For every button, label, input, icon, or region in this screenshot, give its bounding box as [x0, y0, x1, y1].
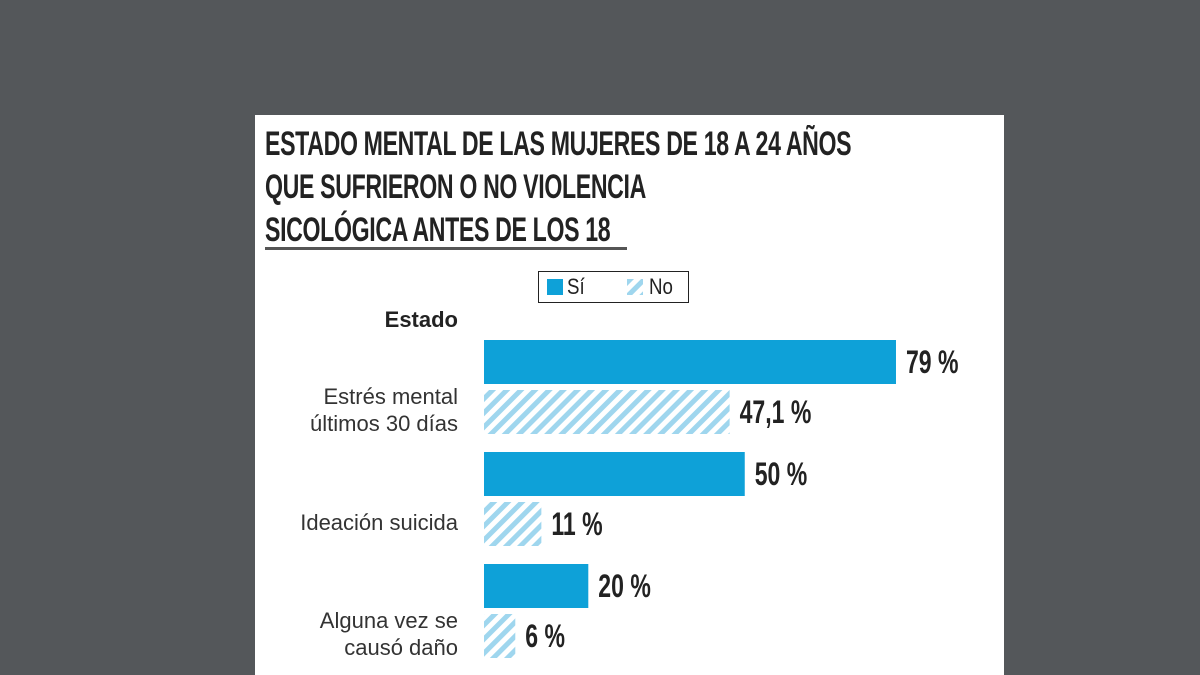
legend-swatch — [627, 279, 643, 295]
chart-card: ESTADO MENTAL DE LAS MUJERES DE 18 A 24 … — [255, 115, 1004, 675]
value-label: 79 % — [906, 344, 959, 380]
bar — [484, 452, 745, 496]
value-label: 11 % — [551, 506, 602, 542]
legend-label: No — [649, 274, 673, 299]
category-label: Estrés mental últimos 30 días — [310, 384, 458, 436]
category-label: Alguna vez se causó daño — [319, 608, 458, 660]
bar — [484, 564, 589, 608]
bar — [484, 614, 516, 658]
value-label: 47,1 % — [740, 394, 812, 430]
title-rule — [265, 247, 627, 250]
bar — [484, 502, 542, 546]
value-label: 20 % — [598, 568, 651, 604]
value-label: 6 % — [525, 618, 565, 654]
bar — [484, 340, 896, 384]
legend-hatch — [627, 279, 643, 295]
bar — [484, 390, 730, 434]
legend-swatch — [547, 279, 563, 295]
value-label: 50 % — [755, 456, 808, 492]
legend: Sí No — [538, 271, 689, 303]
category-label: Ideación suicida — [300, 509, 458, 535]
plot: 79 % 47,1 % 50 % 11 % 20 % 6 % — [484, 340, 959, 658]
legend-label: Sí — [567, 274, 585, 299]
chart-title: ESTADO MENTAL DE LAS MUJERES DE 18 A 24 … — [265, 125, 852, 249]
category-header: Estado — [384, 307, 458, 332]
